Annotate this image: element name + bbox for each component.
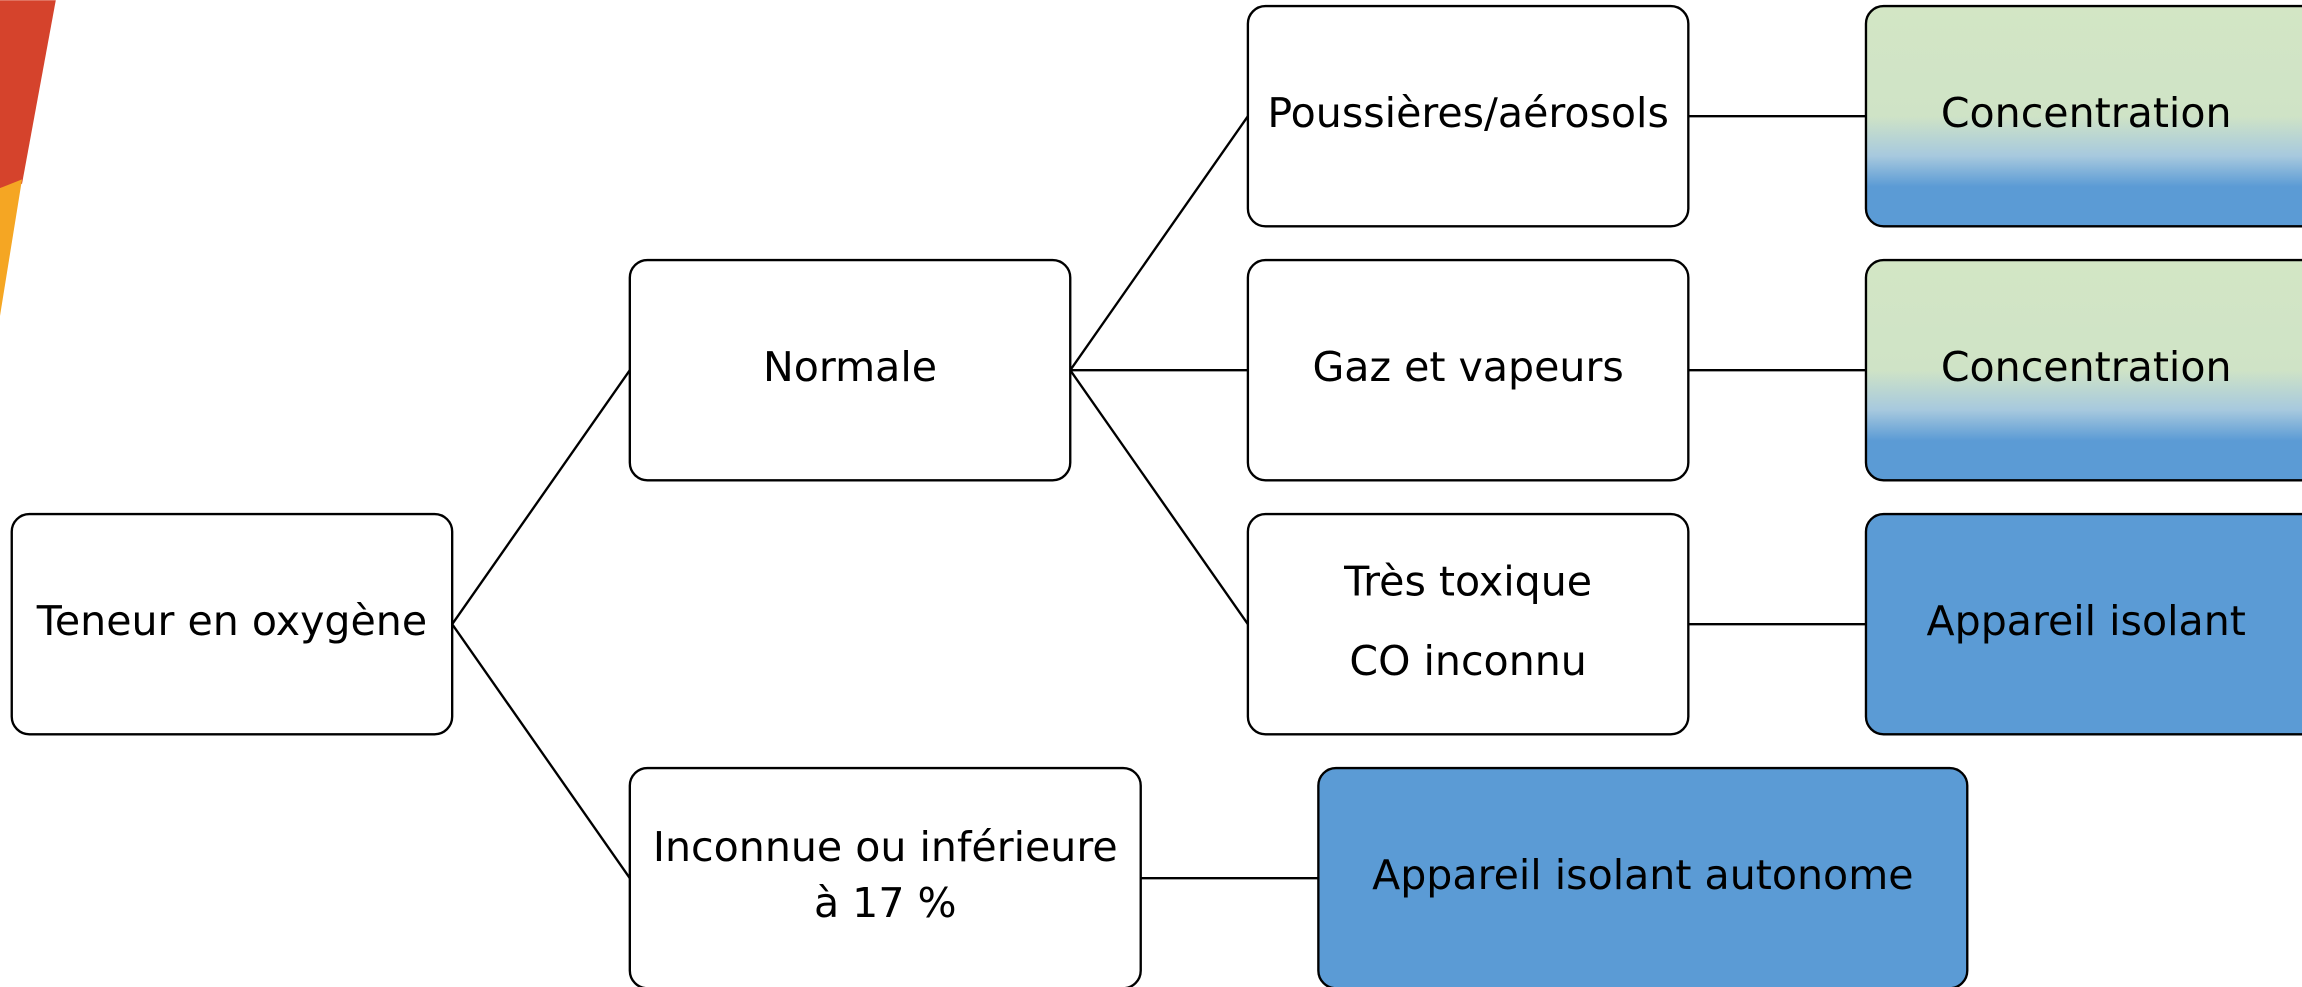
node-label: CO inconnu [1349, 637, 1586, 685]
node-label: Concentration [1941, 343, 2232, 391]
node-label: Normale [763, 343, 937, 391]
edge [451, 369, 631, 879]
node-label: Poussières/aérosols [1267, 89, 1669, 137]
node-label: à 17 % [814, 879, 957, 927]
node-box [628, 258, 1072, 482]
node: Très toxique CO inconnu [1246, 512, 1690, 736]
node: Appareil isolant [1864, 512, 2302, 736]
node-box [1246, 512, 1690, 736]
nodes: Teneur en oxygène Normale Inconnue ou infé… [10, 4, 2302, 987]
node: Concentration [1864, 258, 2302, 482]
node: Teneur en oxygène [10, 512, 454, 736]
node: Appareil isolant autonome [1317, 766, 1969, 987]
edges [451, 115, 1866, 880]
node: Poussières/aérosols [1246, 4, 1690, 228]
node-box [1246, 4, 1690, 228]
node: Concentration [1864, 4, 2302, 228]
node-box [1864, 512, 2302, 736]
node: Inconnue ou inférieure à 17 % [628, 766, 1142, 987]
node-label: Appareil isolant autonome [1372, 851, 1913, 899]
node: Gaz et vapeurs [1246, 258, 1690, 482]
decor-red [0, 0, 56, 189]
node-box [1317, 766, 1969, 987]
node-label: Concentration [1941, 89, 2232, 137]
node-label: Appareil isolant [1927, 597, 2246, 645]
node-label: Teneur en oxygène [36, 597, 427, 645]
edge [1688, 115, 1866, 626]
decor-orange [0, 179, 23, 316]
node-box [10, 512, 454, 736]
edge [1069, 115, 1249, 625]
node-box [1246, 258, 1690, 482]
node-box [1864, 4, 2302, 228]
node-label: Très toxique [1343, 558, 1592, 606]
node-label: Inconnue ou inférieure [653, 823, 1118, 871]
node-label: Gaz et vapeurs [1312, 343, 1623, 391]
node: Normale [628, 258, 1072, 482]
node-box [1864, 258, 2302, 482]
node-box [628, 766, 1142, 987]
